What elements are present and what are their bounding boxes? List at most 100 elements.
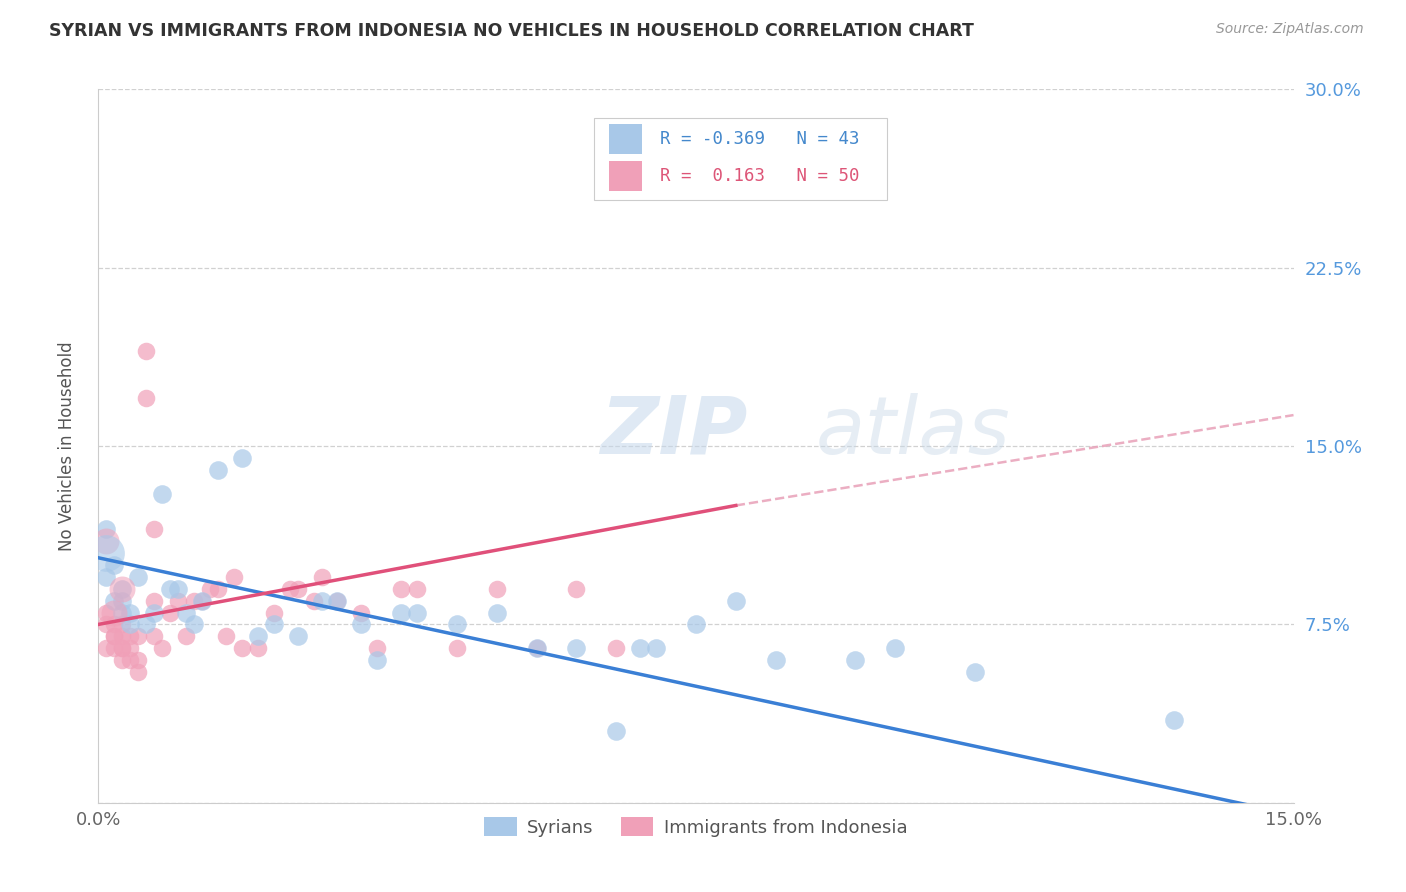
- Text: R =  0.163   N = 50: R = 0.163 N = 50: [661, 168, 859, 186]
- Y-axis label: No Vehicles in Household: No Vehicles in Household: [58, 341, 76, 551]
- Point: [207, 463, 229, 477]
- Point: [127, 629, 149, 643]
- Point: [150, 486, 173, 500]
- Text: SYRIAN VS IMMIGRANTS FROM INDONESIA NO VEHICLES IN HOUSEHOLD CORRELATION CHART: SYRIAN VS IMMIGRANTS FROM INDONESIA NO V…: [49, 22, 974, 40]
- Point: [111, 606, 134, 620]
- Point: [143, 629, 166, 643]
- Point: [350, 617, 373, 632]
- Bar: [609, 161, 643, 191]
- Point: [446, 641, 468, 656]
- Point: [207, 582, 229, 596]
- Point: [159, 606, 181, 620]
- Point: [963, 665, 986, 679]
- Point: [191, 593, 214, 607]
- Point: [111, 617, 134, 632]
- Point: [120, 606, 142, 620]
- Point: [765, 653, 787, 667]
- Point: [565, 582, 588, 596]
- Legend: Syrians, Immigrants from Indonesia: Syrians, Immigrants from Indonesia: [477, 809, 915, 844]
- Point: [103, 617, 125, 632]
- Point: [111, 582, 134, 596]
- Point: [183, 593, 205, 607]
- Point: [111, 582, 134, 596]
- Point: [183, 617, 205, 632]
- Point: [246, 641, 269, 656]
- Point: [96, 641, 118, 656]
- Point: [605, 724, 627, 739]
- Point: [143, 522, 166, 536]
- FancyBboxPatch shape: [595, 118, 887, 200]
- Point: [605, 641, 627, 656]
- Point: [96, 546, 118, 560]
- Point: [96, 522, 118, 536]
- Point: [628, 641, 651, 656]
- Point: [120, 641, 142, 656]
- Point: [159, 582, 181, 596]
- Point: [326, 593, 349, 607]
- Text: R = -0.369   N = 43: R = -0.369 N = 43: [661, 130, 859, 148]
- Point: [96, 606, 118, 620]
- Point: [167, 593, 190, 607]
- Point: [222, 570, 245, 584]
- Point: [103, 606, 125, 620]
- Point: [143, 606, 166, 620]
- Point: [263, 617, 285, 632]
- Point: [103, 629, 125, 643]
- Point: [135, 617, 157, 632]
- Point: [326, 593, 349, 607]
- Point: [150, 641, 173, 656]
- Bar: [609, 124, 643, 154]
- Point: [526, 641, 548, 656]
- Point: [724, 593, 747, 607]
- Point: [127, 665, 149, 679]
- Point: [96, 534, 118, 549]
- Point: [366, 653, 388, 667]
- Point: [215, 629, 238, 643]
- Point: [120, 617, 142, 632]
- Point: [406, 606, 429, 620]
- Point: [1163, 713, 1185, 727]
- Point: [96, 570, 118, 584]
- Point: [302, 593, 325, 607]
- Point: [366, 641, 388, 656]
- Point: [103, 593, 125, 607]
- Point: [127, 570, 149, 584]
- Point: [231, 641, 253, 656]
- Point: [645, 641, 668, 656]
- Point: [446, 617, 468, 632]
- Point: [246, 629, 269, 643]
- Point: [103, 558, 125, 572]
- Point: [287, 629, 309, 643]
- Point: [135, 392, 157, 406]
- Point: [96, 617, 118, 632]
- Point: [174, 606, 197, 620]
- Point: [111, 593, 134, 607]
- Text: atlas: atlas: [815, 392, 1011, 471]
- Point: [884, 641, 907, 656]
- Point: [167, 582, 190, 596]
- Point: [311, 593, 333, 607]
- Point: [389, 582, 412, 596]
- Point: [844, 653, 866, 667]
- Point: [127, 653, 149, 667]
- Point: [198, 582, 221, 596]
- Point: [111, 641, 134, 656]
- Point: [389, 606, 412, 620]
- Point: [135, 343, 157, 358]
- Point: [406, 582, 429, 596]
- Point: [565, 641, 588, 656]
- Point: [120, 653, 142, 667]
- Point: [287, 582, 309, 596]
- Point: [485, 582, 508, 596]
- Point: [103, 641, 125, 656]
- Point: [263, 606, 285, 620]
- Point: [103, 629, 125, 643]
- Point: [111, 653, 134, 667]
- Point: [111, 641, 134, 656]
- Point: [485, 606, 508, 620]
- Point: [111, 629, 134, 643]
- Point: [311, 570, 333, 584]
- Text: ZIP: ZIP: [600, 392, 748, 471]
- Point: [143, 593, 166, 607]
- Text: Source: ZipAtlas.com: Source: ZipAtlas.com: [1216, 22, 1364, 37]
